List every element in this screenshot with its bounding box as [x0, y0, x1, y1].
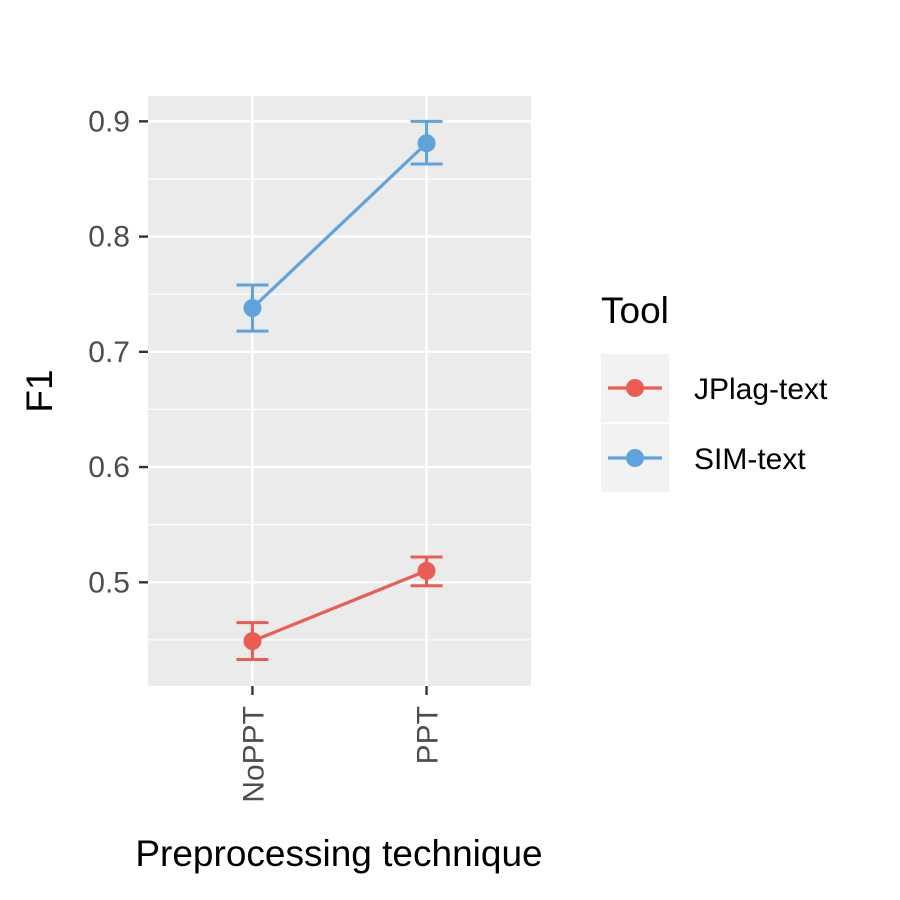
- legend-key-point: [626, 449, 644, 467]
- series-sim-text: [236, 119, 443, 333]
- x-tick-label: NoPPT: [237, 706, 270, 803]
- y-tick-label: 0.6: [88, 451, 130, 484]
- y-tick-label: 0.9: [88, 105, 130, 138]
- grid-major: [148, 96, 531, 686]
- series-line: [251, 142, 428, 310]
- x-tick-label: PPT: [412, 706, 445, 764]
- x-axis: NoPPT PPT: [237, 686, 445, 803]
- y-tick-label: 0.5: [88, 566, 130, 599]
- y-tick-label: 0.8: [88, 221, 130, 254]
- data-point: [243, 299, 262, 318]
- grid-minor: [148, 178, 531, 641]
- data-point: [417, 561, 436, 580]
- x-axis-title: Preprocessing technique: [135, 833, 542, 874]
- data-point: [243, 632, 262, 651]
- y-axis-title: F1: [19, 369, 60, 412]
- legend-label: SIM-text: [694, 443, 806, 476]
- legend-label: JPlag-text: [694, 373, 828, 406]
- series-jplag-text: [236, 555, 443, 661]
- legend-items: JPlag-text SIM-text: [601, 354, 828, 492]
- legend-title: Tool: [601, 290, 669, 331]
- series-layer: [236, 119, 443, 661]
- data-point: [417, 134, 436, 153]
- y-axis: 0.5 0.6 0.7 0.8 0.9: [88, 105, 148, 599]
- legend-item-jplag-text: JPlag-text: [601, 354, 828, 422]
- series-line: [251, 569, 428, 643]
- legend-key-point: [626, 379, 644, 397]
- legend: Tool JPlag-text SIM-text: [601, 290, 828, 492]
- y-tick-label: 0.7: [88, 336, 130, 369]
- plot-panel: [148, 96, 531, 686]
- legend-item-sim-text: SIM-text: [601, 424, 806, 492]
